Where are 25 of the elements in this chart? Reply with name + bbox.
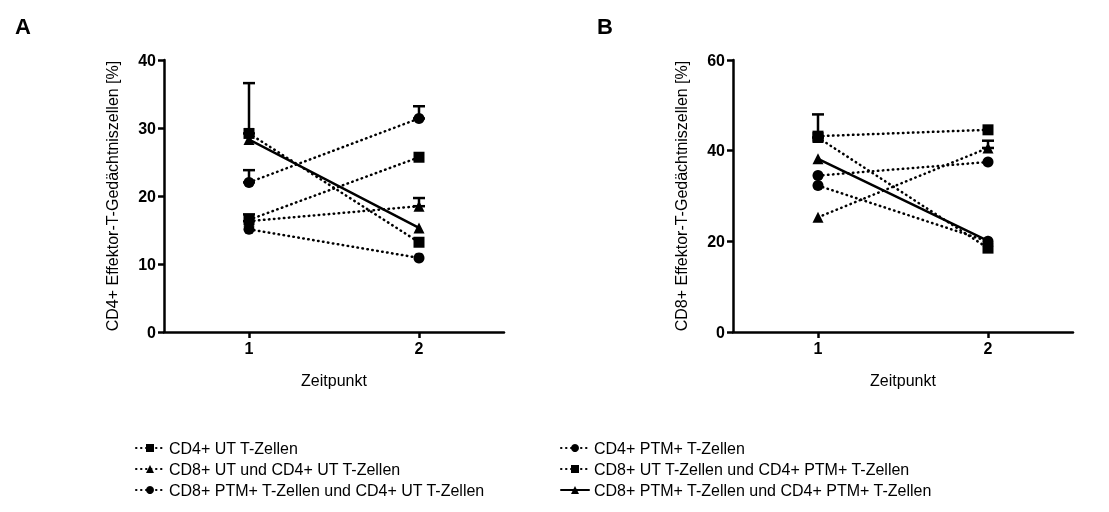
- x-axis-title: Zeitpunkt: [301, 371, 368, 389]
- y-tick-label: 40: [138, 51, 157, 69]
- y-axis-title: CD4+ Effektor-T-Gedächtniszellen [%]: [103, 60, 121, 332]
- y-tick-label: 20: [707, 232, 726, 250]
- x-axis-title: Zeitpunkt: [870, 371, 937, 389]
- legend-label: CD4+ UT T-Zellen: [169, 439, 298, 457]
- legend-label: CD8+ PTM+ T-Zellen und CD4+ UT T-Zellen: [169, 481, 485, 499]
- x-tick-label: 1: [244, 339, 254, 357]
- y-tick-label: 10: [138, 255, 157, 273]
- legend-label: CD8+ UT und CD4+ UT T-Zellen: [169, 460, 401, 478]
- chart-title: A: [15, 13, 31, 39]
- legend-label: CD8+ PTM+ T-Zellen und CD4+ PTM+ T-Zellen: [594, 481, 932, 499]
- y-axis-title: CD8+ Effektor-T-Gedächtniszellen [%]: [672, 60, 690, 332]
- x-tick-label: 2: [414, 339, 424, 357]
- x-tick-label: 1: [813, 339, 823, 357]
- x-tick-label: 2: [983, 339, 993, 357]
- legend-label: CD8+ UT T-Zellen und CD4+ PTM+ T-Zellen: [594, 460, 910, 478]
- y-tick-label: 0: [147, 323, 157, 341]
- chart-title: B: [597, 13, 613, 39]
- legend-label: CD4+ PTM+ T-Zellen: [594, 439, 745, 457]
- y-tick-label: 20: [138, 187, 157, 205]
- y-tick-label: 0: [716, 323, 726, 341]
- y-tick-label: 60: [707, 51, 726, 69]
- y-tick-label: 40: [707, 142, 726, 160]
- y-tick-label: 30: [138, 119, 157, 137]
